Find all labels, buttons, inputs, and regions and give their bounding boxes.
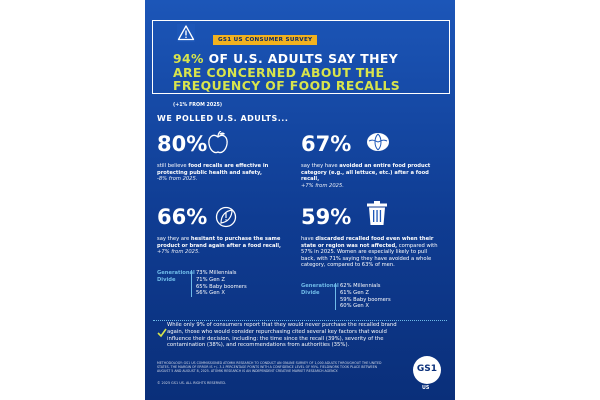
- divide-label-line2: Divide: [301, 289, 320, 296]
- generational-divide-label: Generational Divide: [301, 283, 339, 310]
- checkmark-icon: [157, 323, 167, 338]
- divide-label-line1: Generational: [157, 270, 195, 276]
- gs1-logo: GS1: [413, 356, 441, 384]
- desc-text: say they are: [157, 236, 191, 242]
- stat-value: 67%: [301, 132, 352, 156]
- headline-note: (+1% FROM 2025): [173, 103, 223, 108]
- gs1-logo-text: GS1: [416, 364, 438, 374]
- apple-icon: [207, 130, 229, 159]
- survey-tag: GS1 US CONSUMER SURVEY: [213, 35, 318, 45]
- divide-value: 61% Gen Z: [340, 289, 369, 296]
- divide-value: 60% Gen X: [340, 303, 369, 310]
- stat-card-59: 59% have discarded recalled food even wh…: [301, 201, 441, 269]
- desc-note: +7% from 2025.: [157, 249, 200, 256]
- desc-text: have: [301, 236, 316, 242]
- headline: 94% OF U.S. ADULTS SAY THEY ARE CONCERNE…: [173, 52, 455, 93]
- lettuce-icon: [365, 129, 391, 157]
- headline-line-2: ARE CONCERNED ABOUT THE: [173, 64, 385, 80]
- stat-card-66: 66% say they are hesitant to purchase th…: [157, 206, 297, 256]
- headline-line-1: 94% OF U.S. ADULTS SAY THEY: [173, 52, 455, 66]
- desc-text: still believe: [157, 163, 189, 169]
- divide-value: 71% Gen Z: [196, 276, 225, 283]
- copyright-text: © 2025 GS1 US. ALL RIGHTS RESERVED.: [157, 381, 227, 385]
- infographic-poster: GS1 US CONSUMER SURVEY 94% OF U.S. ADULT…: [145, 0, 455, 400]
- stat-value: 66%: [157, 205, 208, 229]
- headline-box: GS1 US CONSUMER SURVEY 94% OF U.S. ADULT…: [152, 20, 450, 108]
- generational-divide-left: Generational Divide 73% Millennials 71% G…: [157, 270, 247, 298]
- trash-can-icon: [365, 200, 389, 230]
- headline-line-1-text: OF U.S. ADULTS SAY THEY: [203, 51, 399, 66]
- desc-note: +7% from 2025.: [301, 182, 344, 189]
- divide-value: 59% Baby boomers: [340, 296, 391, 303]
- desc-bold: food recalls are effective in protecting…: [157, 163, 269, 176]
- desc-bold: discarded recalled food even when their …: [301, 236, 434, 249]
- warning-triangle-icon: [177, 24, 195, 42]
- desc-bold: avoided an entire food product category …: [301, 163, 431, 183]
- stat-card-80: 80% still believe food recalls are effec…: [157, 130, 297, 183]
- desc-text-after: compared with 57% in 2025. Women are esp…: [301, 242, 438, 269]
- generational-divide-values: 62% Millennials 61% Gen Z 59% Baby boome…: [335, 283, 391, 311]
- desc-note: -8% from 2025.: [157, 176, 198, 183]
- stat-description: still believe food recalls are effective…: [157, 163, 297, 183]
- divide-label-line1: Generational: [301, 283, 339, 289]
- section-title: WE POLLED U.S. ADULTS...: [157, 114, 289, 123]
- desc-text: say they have: [301, 163, 340, 169]
- divide-label-line2: Divide: [157, 276, 176, 283]
- gs1-logo-region: US: [422, 386, 430, 391]
- stat-description: say they have avoided an entire food pro…: [301, 163, 441, 189]
- stat-value: 59%: [301, 205, 352, 229]
- divide-value: 56% Gen X: [196, 290, 225, 297]
- generational-divide-right: Generational Divide 62% Millennials 61% G…: [301, 283, 391, 311]
- stat-description: have discarded recalled food even when t…: [301, 236, 441, 269]
- headline-highlight: 94%: [173, 51, 204, 66]
- divide-value: 65% Baby boomers: [196, 283, 247, 290]
- generational-divide-label: Generational Divide: [157, 270, 195, 297]
- generational-divide-values: 73% Millennials 71% Gen Z 65% Baby boome…: [191, 270, 247, 298]
- methodology-text: METHODOLOGY: GS1 US COMMISSIONED ATOMIK …: [157, 361, 382, 373]
- divide-value: 62% Millennials: [340, 283, 381, 289]
- divide-value: 73% Millennials: [196, 270, 237, 276]
- stat-card-67: 67% say they have avoided an entire food…: [301, 133, 441, 189]
- desc-bold: hesitant to purchase the same product or…: [157, 236, 282, 249]
- stat-description: say they are hesitant to purchase the sa…: [157, 236, 297, 256]
- stat-value: 80%: [157, 132, 208, 156]
- bottom-summary: While only 9% of consumers report that t…: [167, 322, 397, 349]
- hesitant-leaf-icon: [215, 205, 237, 233]
- headline-line-3: FREQUENCY OF FOOD RECALLS: [173, 78, 401, 93]
- divider-line: [153, 320, 447, 321]
